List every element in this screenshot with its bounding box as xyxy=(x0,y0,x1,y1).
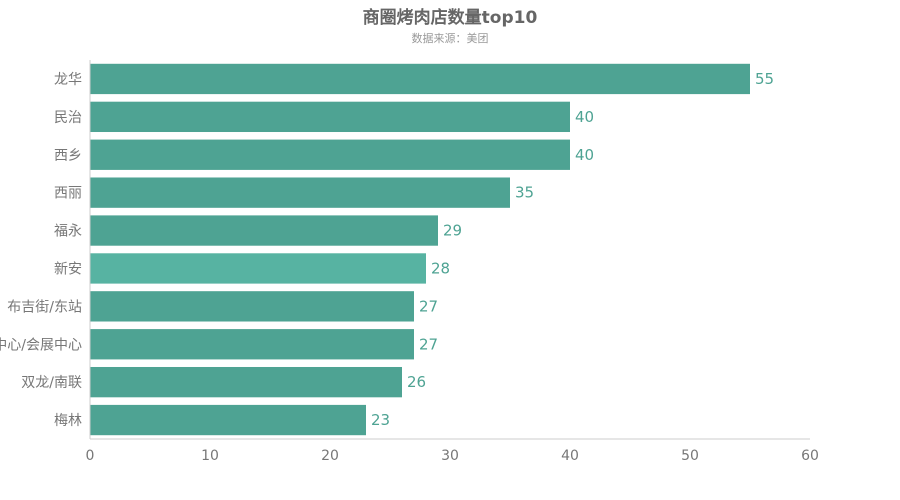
bar-9[interactable] xyxy=(90,404,366,436)
bars-layer xyxy=(90,63,750,436)
value-label-2: 40 xyxy=(575,146,594,164)
chart-subtitle: 数据来源：美团 xyxy=(411,32,489,45)
x-ticks-layer: 0 10 20 30 40 50 60 xyxy=(86,448,819,464)
x-tick-label-4: 40 xyxy=(561,448,579,464)
category-label-0: 龙华 xyxy=(54,72,82,88)
category-label-5: 新安 xyxy=(54,261,82,277)
value-label-7: 27 xyxy=(419,335,438,353)
value-label-3: 35 xyxy=(515,184,534,202)
value-label-1: 40 xyxy=(575,108,594,126)
x-tick-label-1: 10 xyxy=(201,448,219,464)
value-label-8: 26 xyxy=(407,373,426,391)
bar-6[interactable] xyxy=(90,291,414,322)
category-label-6: 布吉街/东站 xyxy=(7,299,82,315)
category-label-1: 民治 xyxy=(54,110,82,126)
x-tick-label-3: 30 xyxy=(441,448,459,464)
bar-7[interactable] xyxy=(90,329,414,360)
bar-2[interactable] xyxy=(90,139,570,170)
bar-4[interactable] xyxy=(90,215,438,246)
value-label-5: 28 xyxy=(431,259,450,277)
category-label-7: 会展中心/会展中心 xyxy=(0,337,82,353)
category-label-9: 梅林 xyxy=(54,413,82,429)
bar-3[interactable] xyxy=(90,177,510,208)
x-tick-label-2: 20 xyxy=(321,448,339,464)
bar-0[interactable] xyxy=(90,63,750,95)
x-tick-label-0: 0 xyxy=(86,448,95,464)
x-tick-label-5: 50 xyxy=(681,448,699,464)
value-label-9: 23 xyxy=(371,411,390,429)
bar-1[interactable] xyxy=(90,101,570,133)
value-labels-layer: 55 40 40 35 29 28 27 27 26 23 xyxy=(371,70,774,429)
category-label-3: 西丽 xyxy=(54,186,82,202)
x-tick-label-6: 60 xyxy=(801,448,819,464)
value-label-6: 27 xyxy=(419,297,438,315)
bar-8[interactable] xyxy=(90,366,402,398)
category-label-8: 双龙/南联 xyxy=(21,375,82,391)
bar-5[interactable] xyxy=(90,253,426,284)
value-label-4: 29 xyxy=(443,222,462,240)
chart-title: 商圈烤肉店数量top10 xyxy=(362,8,538,28)
category-label-2: 西乡 xyxy=(54,148,82,164)
value-label-0: 55 xyxy=(755,70,774,88)
category-label-4: 福永 xyxy=(54,224,82,240)
